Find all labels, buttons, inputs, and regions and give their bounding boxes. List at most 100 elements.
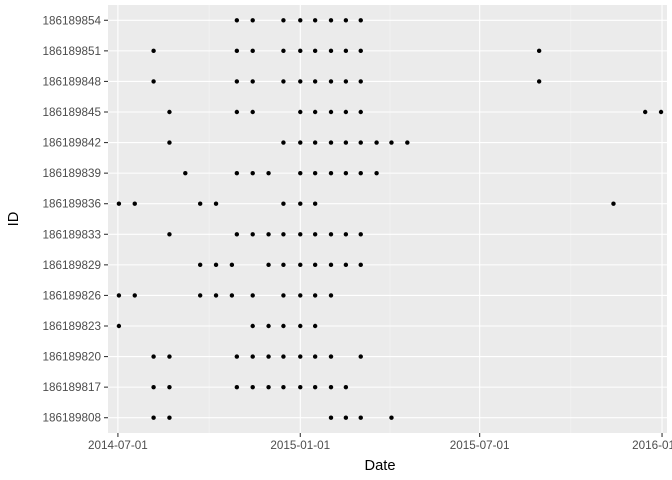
y-axis: 186189808 186189817 186189820 186189823 1861… — [42, 14, 108, 425]
data-point — [312, 323, 318, 329]
data-point — [328, 48, 334, 54]
data-point — [167, 232, 172, 237]
data-point — [250, 109, 255, 115]
data-point — [343, 109, 349, 115]
y-tick-label: 186189826 — [42, 289, 101, 302]
data-point — [281, 232, 286, 237]
data-point — [151, 354, 156, 359]
data-point — [343, 79, 349, 84]
y-tick-label: 186189854 — [42, 14, 101, 27]
data-point — [328, 384, 334, 390]
data-point — [229, 293, 235, 298]
data-point — [250, 232, 255, 237]
y-tick-label: 186189817 — [42, 381, 101, 394]
data-point — [250, 323, 255, 329]
data-point — [132, 201, 137, 206]
data-point — [151, 79, 156, 84]
plot-panel — [108, 5, 667, 433]
data-point — [266, 323, 271, 329]
data-point — [167, 384, 172, 390]
data-point — [281, 354, 286, 359]
data-point — [358, 415, 363, 420]
data-point — [312, 170, 318, 176]
data-point — [266, 262, 271, 268]
data-point — [312, 293, 318, 298]
y-tick-label: 186189808 — [42, 412, 101, 425]
x-tick-label: 2015-07-01 — [450, 439, 510, 452]
data-point — [328, 262, 334, 268]
data-point — [116, 293, 122, 298]
y-tick-label: 186189842 — [42, 137, 101, 150]
y-axis-title: ID — [6, 212, 22, 227]
data-point — [358, 170, 363, 176]
data-point — [298, 201, 303, 206]
data-point — [151, 48, 156, 54]
data-point — [312, 48, 318, 54]
data-point — [312, 262, 318, 268]
data-point — [250, 354, 255, 359]
data-point — [312, 354, 318, 359]
data-point — [358, 18, 363, 23]
data-point — [312, 384, 318, 390]
data-point — [298, 323, 303, 329]
data-point — [343, 262, 349, 268]
data-point — [167, 140, 172, 145]
x-axis: 2014-07-01 2015-01-01 2015-07-01 2016-01-01 — [88, 433, 672, 452]
data-point — [250, 384, 255, 390]
data-point — [250, 293, 255, 298]
data-point — [312, 201, 318, 206]
data-point — [298, 293, 303, 298]
data-point — [298, 109, 303, 115]
data-point — [405, 140, 410, 145]
data-point — [312, 232, 318, 237]
data-point — [183, 170, 188, 176]
data-point — [234, 18, 240, 23]
x-tick-label: 2016-01-01 — [632, 439, 672, 452]
data-point — [358, 48, 363, 54]
data-point — [281, 293, 286, 298]
data-point — [250, 79, 255, 84]
y-tick-label: 186189823 — [42, 320, 101, 333]
data-point — [298, 140, 303, 145]
data-point — [328, 415, 334, 420]
data-point — [281, 79, 286, 84]
data-point — [358, 109, 363, 115]
y-tick-label: 186189845 — [42, 106, 101, 119]
data-point — [167, 109, 172, 115]
data-points — [116, 18, 664, 420]
data-point — [234, 170, 240, 176]
data-point — [312, 140, 318, 145]
data-point — [536, 48, 542, 54]
data-point — [266, 354, 271, 359]
data-point — [234, 109, 240, 115]
data-point — [197, 293, 203, 298]
data-point — [298, 262, 303, 268]
data-point — [151, 384, 156, 390]
data-point — [250, 170, 255, 176]
data-point — [229, 262, 235, 268]
data-point — [343, 232, 349, 237]
data-point — [234, 79, 240, 84]
data-point — [343, 415, 349, 420]
x-tick-label: 2014-07-01 — [88, 439, 148, 452]
data-point — [298, 384, 303, 390]
data-point — [328, 170, 334, 176]
x-tick-label: 2015-01-01 — [270, 439, 330, 452]
data-point — [281, 323, 286, 329]
y-tick-label: 186189829 — [42, 259, 101, 272]
data-point — [328, 18, 334, 23]
data-point — [281, 201, 286, 206]
data-point — [167, 415, 172, 420]
y-tick-label: 186189836 — [42, 198, 101, 211]
data-point — [358, 140, 363, 145]
data-point — [234, 232, 240, 237]
data-point — [328, 354, 334, 359]
y-tick-label: 186189848 — [42, 75, 101, 88]
data-point — [234, 48, 240, 54]
data-point — [197, 262, 203, 268]
data-point — [281, 384, 286, 390]
data-point — [250, 18, 255, 23]
data-point — [328, 140, 334, 145]
data-point — [197, 201, 203, 206]
data-point — [312, 109, 318, 115]
